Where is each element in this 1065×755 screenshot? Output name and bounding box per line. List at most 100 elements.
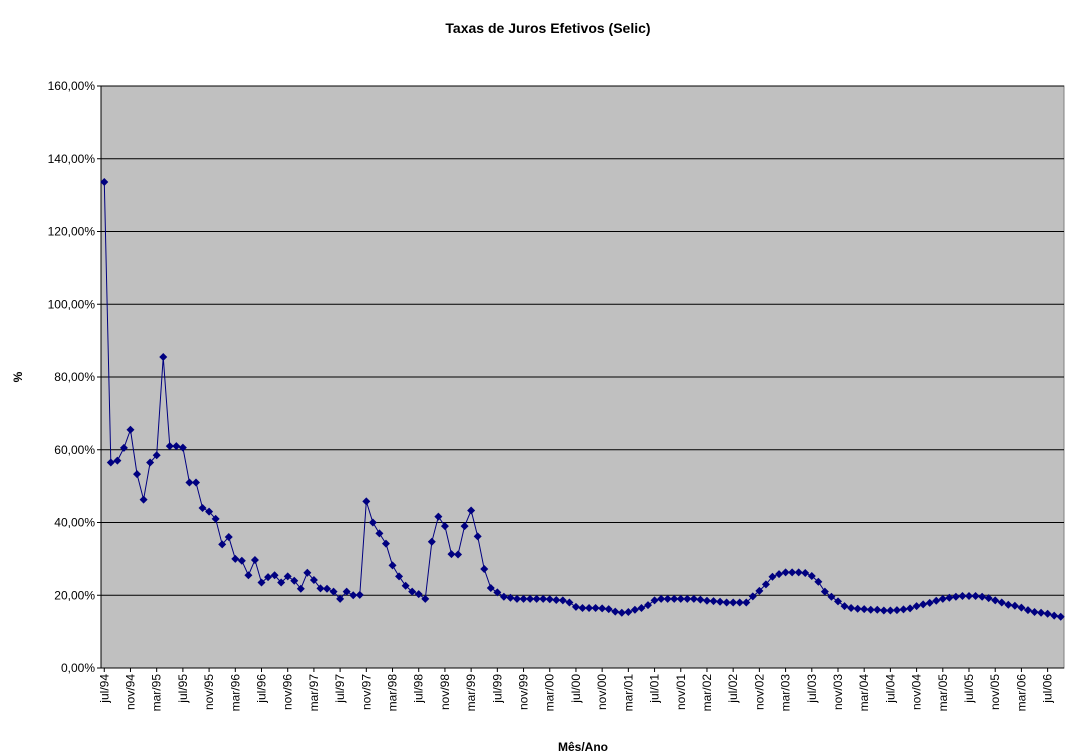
point bbox=[978, 592, 987, 601]
x-tick-label: nov/95 bbox=[202, 674, 216, 710]
point bbox=[434, 512, 443, 521]
point bbox=[480, 565, 489, 574]
point bbox=[185, 478, 194, 487]
point bbox=[768, 572, 777, 581]
point bbox=[427, 537, 436, 546]
point bbox=[165, 442, 174, 451]
y-tick-label: 80,00% bbox=[54, 370, 95, 384]
point bbox=[362, 497, 371, 506]
x-tick-label: mar/06 bbox=[1014, 674, 1028, 712]
point bbox=[152, 451, 161, 460]
x-tick-label: nov/98 bbox=[438, 674, 452, 710]
point bbox=[119, 443, 128, 452]
point bbox=[329, 587, 338, 596]
point bbox=[100, 178, 109, 187]
point bbox=[984, 594, 993, 603]
x-tick-label: mar/02 bbox=[700, 674, 714, 712]
point bbox=[349, 591, 358, 600]
y-tick-label: 160,00% bbox=[48, 79, 96, 93]
point bbox=[951, 592, 960, 601]
point bbox=[702, 596, 711, 605]
point bbox=[860, 605, 869, 614]
point bbox=[742, 598, 751, 607]
point bbox=[277, 578, 286, 587]
point bbox=[827, 592, 836, 601]
point bbox=[775, 570, 784, 579]
point bbox=[683, 594, 692, 603]
point bbox=[191, 478, 200, 487]
point bbox=[1023, 606, 1032, 615]
point bbox=[919, 600, 928, 609]
x-tick-label: nov/03 bbox=[831, 674, 845, 710]
point bbox=[1030, 607, 1039, 616]
point bbox=[493, 588, 502, 597]
point bbox=[899, 605, 908, 614]
point bbox=[519, 594, 528, 603]
point bbox=[421, 594, 430, 603]
point bbox=[545, 595, 554, 604]
x-axis-title: Mês/Ano bbox=[558, 740, 608, 754]
point bbox=[716, 597, 725, 606]
point bbox=[650, 596, 659, 605]
point bbox=[689, 594, 698, 603]
point bbox=[558, 596, 567, 605]
point bbox=[237, 556, 246, 565]
point bbox=[454, 550, 463, 559]
point bbox=[395, 572, 404, 581]
point bbox=[499, 592, 508, 601]
point bbox=[270, 571, 279, 580]
point bbox=[840, 602, 849, 611]
x-tick-label: jul/96 bbox=[255, 674, 269, 704]
x-tick-label: jul/06 bbox=[1041, 674, 1055, 704]
point bbox=[729, 598, 738, 607]
point bbox=[663, 594, 672, 603]
point bbox=[309, 575, 318, 584]
point bbox=[794, 568, 803, 577]
point bbox=[801, 569, 810, 578]
point bbox=[106, 458, 115, 467]
y-tick-label: 20,00% bbox=[54, 588, 95, 602]
point bbox=[506, 593, 515, 602]
point bbox=[296, 584, 305, 593]
point bbox=[486, 583, 495, 592]
point bbox=[139, 495, 148, 504]
point bbox=[408, 587, 417, 596]
point bbox=[853, 604, 862, 613]
point bbox=[624, 607, 633, 616]
x-tick-label: jul/94 bbox=[97, 674, 111, 704]
point bbox=[807, 571, 816, 580]
x-tick-label: mar/00 bbox=[543, 674, 557, 712]
point bbox=[539, 594, 548, 603]
point bbox=[1043, 609, 1052, 618]
point bbox=[761, 580, 770, 589]
point bbox=[676, 594, 685, 603]
point bbox=[591, 603, 600, 612]
point bbox=[598, 604, 607, 613]
point bbox=[1017, 603, 1026, 612]
y-tick-label: 100,00% bbox=[48, 297, 96, 311]
point bbox=[938, 594, 947, 603]
point bbox=[133, 470, 142, 479]
point bbox=[912, 602, 921, 611]
x-tick-label: jul/02 bbox=[726, 674, 740, 704]
point bbox=[526, 594, 535, 603]
x-tick-label: jul/97 bbox=[333, 674, 347, 704]
point bbox=[578, 603, 587, 612]
point bbox=[224, 533, 233, 542]
point bbox=[264, 573, 273, 582]
x-tick-label: jul/05 bbox=[962, 674, 976, 704]
point bbox=[381, 539, 390, 548]
x-tick-label: jul/01 bbox=[648, 674, 662, 704]
point bbox=[159, 352, 168, 361]
point bbox=[906, 604, 915, 613]
x-tick-label: jul/95 bbox=[176, 674, 190, 704]
point bbox=[401, 581, 410, 590]
point bbox=[945, 593, 954, 602]
point bbox=[303, 568, 312, 577]
x-tick-label: nov/05 bbox=[988, 674, 1002, 710]
point bbox=[368, 518, 377, 527]
point bbox=[1010, 601, 1019, 610]
point bbox=[617, 608, 626, 617]
y-tick-label: 40,00% bbox=[54, 516, 95, 530]
x-tick-label: mar/03 bbox=[779, 674, 793, 712]
